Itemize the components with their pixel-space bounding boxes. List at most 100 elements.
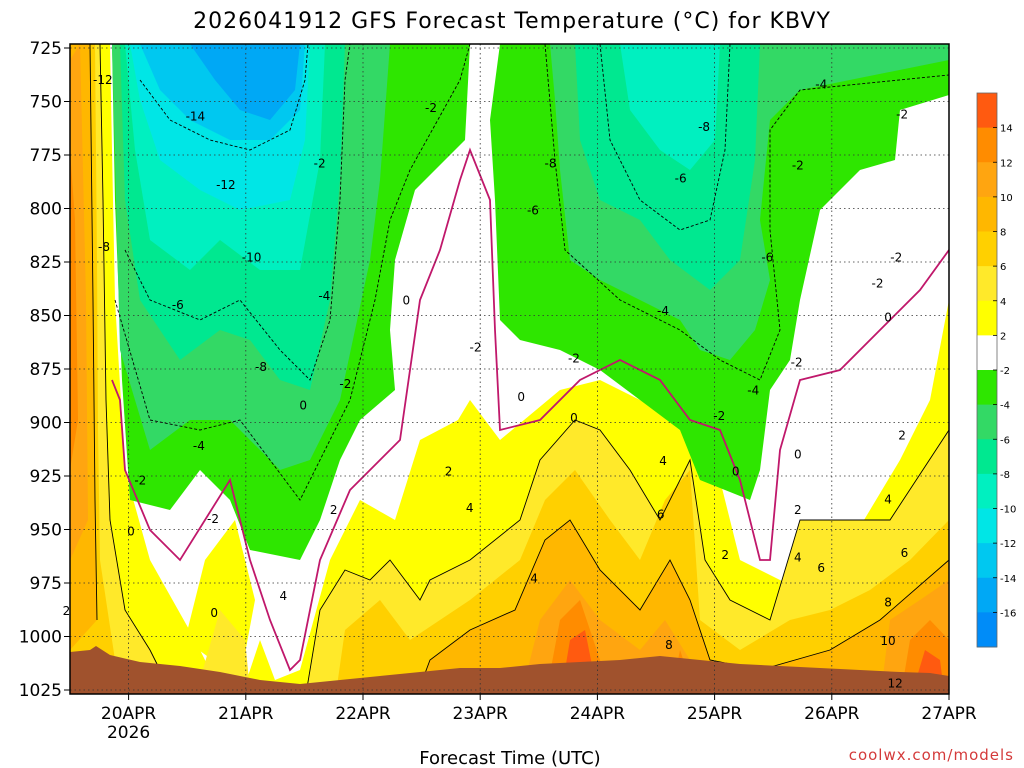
colorbar-label: 12	[1000, 158, 1013, 169]
contour-label: 0	[299, 398, 307, 412]
colorbar-segment	[977, 404, 997, 440]
contour-label: -12	[216, 178, 236, 192]
x-axis-title: Forecast Time (UTC)	[419, 748, 600, 768]
colorbar-segment	[977, 335, 997, 371]
surface-terrain	[70, 646, 949, 694]
contour-label: 8	[665, 638, 673, 652]
contour-label: 0	[732, 465, 740, 479]
contour-label: -2	[207, 512, 219, 526]
contour-label: -4	[657, 304, 669, 318]
contour-label: 4	[530, 572, 538, 586]
y-tick-label-800: 800	[30, 200, 62, 220]
colorbar-segment	[977, 439, 997, 475]
contour-label: -2	[339, 377, 351, 391]
contour-label: -2	[134, 473, 146, 487]
contour-label: 2	[63, 604, 71, 618]
colorbar-segment	[977, 231, 997, 267]
contour-label: 2	[445, 465, 453, 479]
y-tick-label-775: 775	[30, 146, 62, 166]
colorbar-segment	[977, 543, 997, 579]
y-tick-label-725: 725	[30, 39, 62, 59]
contour-label: -2	[792, 159, 804, 173]
colorbar-label: 10	[1000, 193, 1013, 204]
colorbar: 14 12 10 8 6 4 2 -2 -4 -6 -8 -10 -12 -14 -16	[976, 92, 1016, 648]
x-tick-label-20apr: 20APR	[101, 704, 157, 724]
isotherm-minus12	[139, 44, 309, 151]
contour-label: -2	[425, 101, 437, 115]
contour-label: 12	[887, 677, 902, 691]
colorbar-label: 14	[1000, 124, 1013, 135]
colorbar-segment	[977, 370, 997, 406]
contour-label: -4	[815, 77, 827, 91]
y-tick-label-850: 850	[30, 307, 62, 327]
colorbar-label: -16	[1000, 608, 1016, 619]
colorbar-segment	[977, 300, 997, 336]
credit-text: coolwx.com/models	[849, 746, 1014, 764]
contour-labels: -12 -14 -12 -8 -10 -6 -8 -4 -2 -2 0 2 0 4 2 0 -2 -4 -2 0 -2 4…	[63, 73, 909, 690]
colorbar-label: -4	[1000, 401, 1010, 412]
contour-label: 0	[794, 448, 802, 462]
contour-label: -2	[872, 276, 884, 290]
contour-label: -14	[186, 109, 206, 123]
x-tick-label-21apr: 21APR	[218, 704, 274, 724]
contour-label: -8	[98, 240, 110, 254]
x-tick-label-22apr: 22APR	[335, 704, 391, 724]
colorbar-label: 4	[1000, 297, 1006, 308]
contour-label: 0	[517, 390, 525, 404]
contour-label: 6	[901, 546, 909, 560]
contour-label: -8	[255, 360, 267, 374]
y-axis: 725 750 775 800 825 850 875 900 925 950 975 1000 102…	[19, 39, 70, 701]
x-tick-label-26apr: 26APR	[804, 704, 860, 724]
colorbar-segment	[977, 612, 997, 648]
colorbar-label: 8	[1000, 228, 1006, 239]
contour-label: -8	[698, 120, 710, 134]
isotherm-minus4	[114, 44, 949, 501]
cold-region-minus14c	[190, 44, 300, 120]
colorbar-segment	[977, 93, 997, 129]
contour-label: 0	[570, 411, 578, 425]
contour-label: -6	[527, 204, 539, 218]
y-tick-label-825: 825	[30, 253, 62, 273]
warm-region-6c	[70, 44, 949, 694]
contour-label: 2	[794, 503, 802, 517]
contour-label: 4	[466, 501, 474, 515]
x-tick-label-27apr: 27APR	[921, 704, 977, 724]
colorbar-label: -10	[1000, 505, 1016, 516]
colorbar-label: 2	[1000, 331, 1006, 342]
isotherm-plus8	[89, 44, 949, 694]
contour-label: 2	[898, 428, 906, 442]
contour-label: -2	[713, 409, 725, 423]
x-tick-label-23apr: 23APR	[453, 704, 509, 724]
contour-label: 6	[657, 508, 665, 522]
contour-label: 0	[210, 606, 218, 620]
contour-label: -10	[242, 251, 262, 265]
y-tick-label-975: 975	[30, 574, 62, 594]
x-tick-label-24apr: 24APR	[570, 704, 626, 724]
plot-area	[70, 44, 949, 694]
y-tick-label-1000: 1000	[19, 628, 62, 648]
isotherm-minus8	[124, 44, 731, 381]
x-tick-year-label: 2026	[107, 723, 150, 743]
contour-label: -2	[791, 356, 803, 370]
warm-region-2c	[70, 44, 949, 694]
x-tick-label-25apr: 25APR	[687, 704, 743, 724]
colorbar-label: -8	[1000, 470, 1010, 481]
contour-label: -4	[193, 439, 205, 453]
contour-label: -8	[545, 157, 557, 171]
contour-label: -4	[318, 289, 330, 303]
contour-label: 0	[403, 294, 411, 308]
contour-label: -2	[896, 107, 908, 121]
colorbar-segment	[977, 162, 997, 198]
contour-label: 4	[279, 589, 287, 603]
chart-title: 2026041912 GFS Forecast Temperature (°C)…	[193, 9, 831, 34]
colorbar-label: 6	[1000, 262, 1006, 273]
y-tick-label-900: 900	[30, 414, 62, 434]
colorbar-label: -14	[1000, 574, 1016, 585]
contour-label: -2	[470, 341, 482, 355]
contour-label: 6	[817, 561, 825, 575]
contour-label: -12	[93, 73, 113, 87]
contour-label: -6	[675, 172, 687, 186]
colorbar-segment	[977, 196, 997, 232]
contour-label: 0	[884, 311, 892, 325]
